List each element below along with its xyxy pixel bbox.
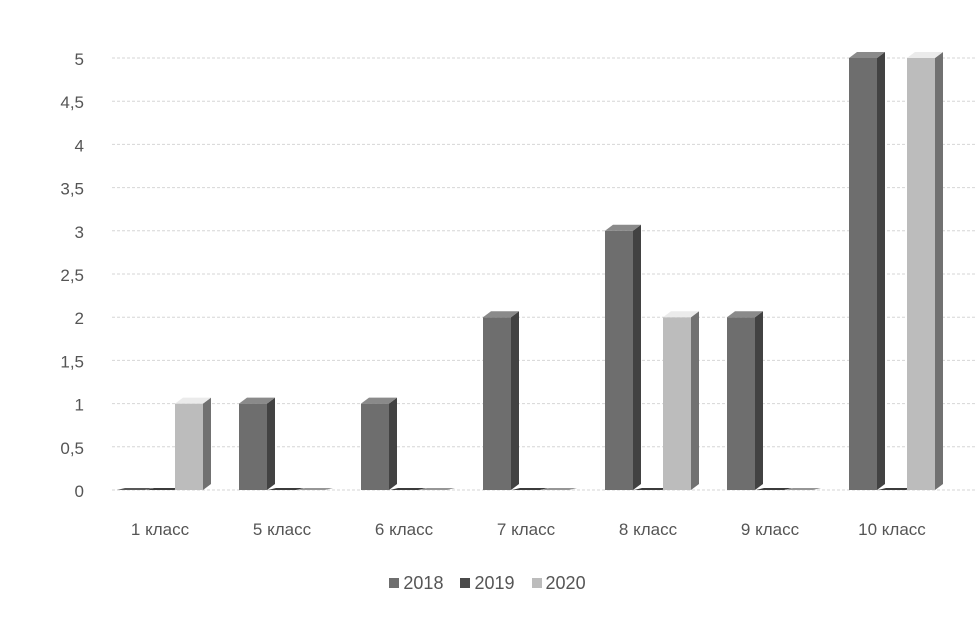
y-tick-label-1: 0,5 [60,439,84,458]
bar-2018-1-side [267,397,275,490]
bar-2019-6 [878,488,914,490]
legend-label-2018: 2018 [403,572,444,593]
legend-swatch-2019 [460,578,471,588]
bar-2020-0 [175,397,211,490]
legend-swatch-2018 [389,578,400,588]
bar-2018-3-top [483,311,519,318]
bar-2018-2-front [361,403,389,490]
bar-2019-2 [390,488,426,490]
x-tick-label-1: 5 класс [253,520,312,539]
y-tick-label-9: 4,5 [60,93,84,112]
bar-2020-0-front [175,403,203,490]
bar-2018-5-top [727,311,763,318]
y-tick-label-2: 1 [75,396,84,415]
bar-2018-5-side [755,311,763,490]
bar-2020-4-top [663,311,699,318]
x-tick-label-2: 6 класс [375,520,434,539]
bar-2020-4 [663,311,699,490]
bar-2018-2 [361,397,397,490]
bar-2020-6-front [907,58,935,490]
y-tick-label-10: 5 [75,50,84,69]
legend-item-2019: 2019 [460,572,515,594]
bar-2018-3-side [511,311,519,490]
x-tick-label-3: 7 класс [497,520,556,539]
bar-2019-0 [146,488,182,490]
bar-2018-6-top [849,52,885,58]
bar-2018-0 [117,488,153,490]
bar-2020-0-side [203,397,211,490]
bar-2020-6-side [935,52,943,490]
legend-item-2020: 2020 [531,572,586,594]
bar-2020-1 [297,488,333,490]
bar-2018-1-top [239,397,275,404]
bar-2018-2-side [389,397,397,490]
y-tick-label-5: 2,5 [60,266,84,285]
bar-2019-3 [512,488,548,490]
y-tick-label-0: 0 [75,482,84,501]
bar-2018-6-side [877,52,885,490]
x-tick-label-0: 1 класс [131,520,190,539]
bar-2018-2-top [361,397,397,404]
bar-2019-4 [634,488,670,490]
legend-swatch-2020 [531,578,542,588]
x-tick-label-4: 8 класс [619,520,678,539]
legend-label-2019: 2019 [474,572,515,593]
y-tick-label-4: 2 [75,309,84,328]
y-tick-label-6: 3 [75,223,84,242]
bar-2020-4-side [691,311,699,490]
bar-2019-5 [756,488,792,490]
bar-2020-6-top [907,52,943,58]
bar-2018-4 [605,224,641,491]
legend: 2018 2019 2020 [0,572,975,594]
bar-2018-1-front [239,403,267,490]
bar-2018-5-front [727,317,755,490]
y-tick-label-8: 4 [75,136,84,155]
bar-2018-5 [727,311,763,490]
bar-2018-3 [483,311,519,490]
bar-2020-6 [907,52,943,490]
legend-label-2020: 2020 [545,572,586,593]
bar-2018-4-top [605,224,641,231]
bar-2020-0-top [175,397,211,404]
y-tick-label-3: 1,5 [60,352,84,371]
bar-2018-1 [239,397,275,490]
bar-2019-1 [268,488,304,490]
x-tick-label-6: 10 класс [858,520,926,539]
bar-2020-2 [419,488,455,490]
bar-2018-4-front [605,230,633,491]
bar-2018-6-front [849,58,877,490]
bar-2018-6 [849,52,885,490]
bar-2020-3 [541,488,577,490]
bar-2018-4-side [633,224,641,491]
x-tick-label-5: 9 класс [741,520,800,539]
bar-2018-3-front [483,317,511,490]
bar-2020-4-front [663,317,691,490]
y-tick-label-7: 3,5 [60,180,84,199]
bar-2020-5 [785,488,821,490]
legend-item-2018: 2018 [389,573,443,594]
